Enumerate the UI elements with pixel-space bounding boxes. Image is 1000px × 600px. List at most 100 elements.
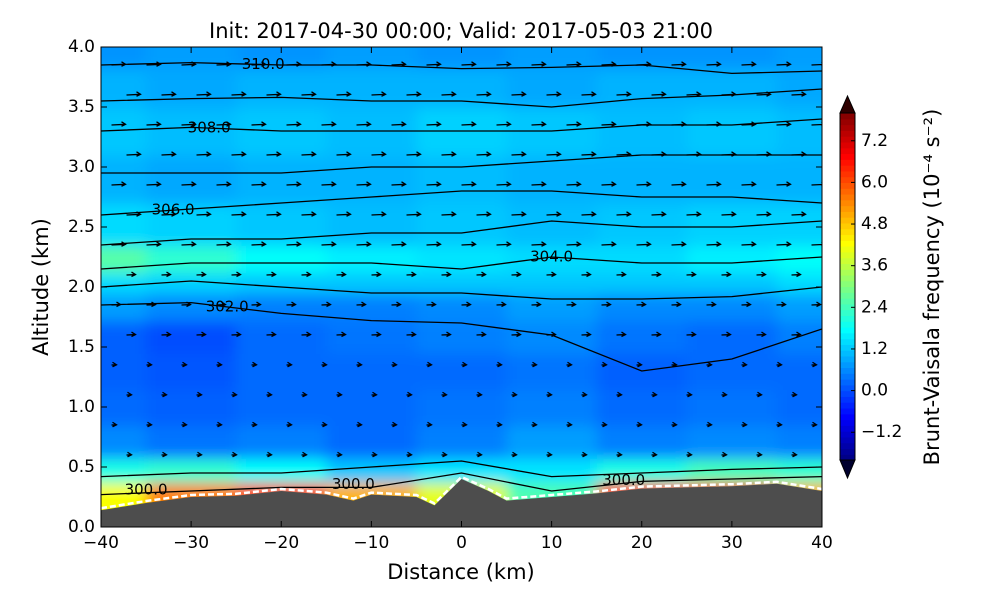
- wind-arrow: [496, 121, 512, 127]
- colorbar-band: [840, 442, 855, 450]
- field-cell: [776, 203, 822, 246]
- wind-arrow: [371, 271, 382, 278]
- wind-arrow: [511, 271, 522, 278]
- wind-arrow: [686, 391, 693, 398]
- y-tick-label: 3.0: [68, 157, 95, 177]
- wind-arrow: [301, 271, 312, 278]
- field-cell: [101, 155, 148, 204]
- wind-arrow: [671, 241, 687, 247]
- wind-arrow: [811, 181, 822, 187]
- wind-arrow: [301, 151, 317, 157]
- theta-contour: [101, 190, 822, 216]
- wind-arrow: [706, 421, 713, 428]
- wind-arrow: [741, 61, 757, 67]
- wind-arrow: [811, 241, 822, 247]
- wind-arrow: [531, 61, 547, 67]
- colorbar-band: [840, 350, 855, 357]
- colorbar-band: [840, 379, 855, 386]
- field-cell: [101, 107, 148, 156]
- wind-arrow: [461, 361, 468, 368]
- wind-arrow: [461, 421, 468, 428]
- wind-arrow: [776, 301, 787, 308]
- colorbar-band: [840, 413, 855, 421]
- wind-arrow: [406, 211, 422, 217]
- wind-arrow: [566, 421, 573, 428]
- wind-arrow: [546, 391, 553, 398]
- wind-arrow: [476, 271, 487, 278]
- colorbar-band: [840, 130, 855, 137]
- colorbar-band: [840, 448, 855, 455]
- wind-arrow: [126, 151, 142, 157]
- wind-arrow: [476, 331, 487, 338]
- field-cell: [506, 47, 598, 69]
- field-cell: [506, 458, 598, 483]
- wind-arrow: [461, 61, 477, 67]
- field-cell: [776, 425, 822, 459]
- wind-arrow: [461, 121, 477, 127]
- field-cell: [506, 68, 598, 108]
- wind-arrow: [126, 451, 133, 458]
- wind-arrow: [791, 211, 807, 217]
- wind-arrow: [216, 121, 232, 127]
- field-cell: [326, 353, 418, 390]
- wind-arrow: [161, 331, 172, 338]
- colorbar-band: [840, 274, 855, 282]
- field-cell: [146, 458, 238, 483]
- colorbar-tick-label: 6.0: [861, 172, 888, 192]
- wind-arrow: [301, 451, 308, 458]
- wind-arrow: [321, 121, 337, 127]
- wind-arrow: [266, 91, 282, 97]
- wind-arrow: [741, 241, 757, 247]
- wind-arrow: [651, 211, 667, 217]
- x-tick-label: 20: [631, 533, 653, 553]
- wind-arrow: [651, 451, 658, 458]
- wind-arrow: [391, 361, 398, 368]
- field-cell: [776, 389, 822, 426]
- wind-arrow: [531, 421, 538, 428]
- colorbar-band: [840, 315, 855, 322]
- contour-label: 308.0: [188, 119, 231, 137]
- wind-arrow: [321, 241, 337, 247]
- x-tick-label: 0: [456, 533, 467, 553]
- field-cell: [326, 458, 418, 483]
- wind-arrow: [531, 181, 547, 187]
- field-cell: [596, 47, 688, 69]
- colorbar-band: [840, 321, 855, 328]
- wind-arrow: [371, 451, 378, 458]
- wind-arrow: [196, 91, 212, 97]
- colorbar-band: [840, 332, 855, 340]
- field-cell: [101, 320, 148, 354]
- wind-arrow: [251, 301, 262, 308]
- colorbar-band: [840, 234, 855, 241]
- field-cell: [101, 353, 148, 390]
- wind-arrow: [161, 451, 168, 458]
- wind-arrow: [266, 271, 277, 278]
- wind-arrow: [161, 391, 168, 398]
- wind-arrow: [181, 121, 197, 127]
- wind-arrow: [706, 241, 722, 247]
- wind-arrow: [301, 391, 308, 398]
- colorbar-band: [840, 355, 855, 363]
- colorbar-band: [840, 188, 855, 195]
- colorbar: −1.2 0.0 1.2 2.4 3.6 4.8 6.0 7.2: [839, 94, 902, 480]
- field-cell: [416, 425, 508, 459]
- wind-arrow: [601, 121, 617, 127]
- wind-arrow: [371, 391, 378, 398]
- wind-arrow: [301, 331, 312, 338]
- wind-arrow: [266, 451, 273, 458]
- wind-arrow: [391, 181, 407, 187]
- field-cell: [596, 458, 688, 483]
- wind-arrow: [651, 331, 662, 338]
- wind-arrow: [511, 91, 527, 97]
- colorbar-band: [840, 246, 855, 253]
- wind-arrow: [811, 361, 818, 368]
- field-cell: [101, 425, 148, 459]
- field-cell: [686, 68, 778, 108]
- wind-arrow: [756, 211, 772, 217]
- wind-arrow: [531, 121, 547, 127]
- colorbar-band: [840, 251, 855, 259]
- wind-arrow: [251, 121, 267, 127]
- wind-arrow: [406, 91, 422, 97]
- y-tick-label: 2.5: [68, 217, 95, 237]
